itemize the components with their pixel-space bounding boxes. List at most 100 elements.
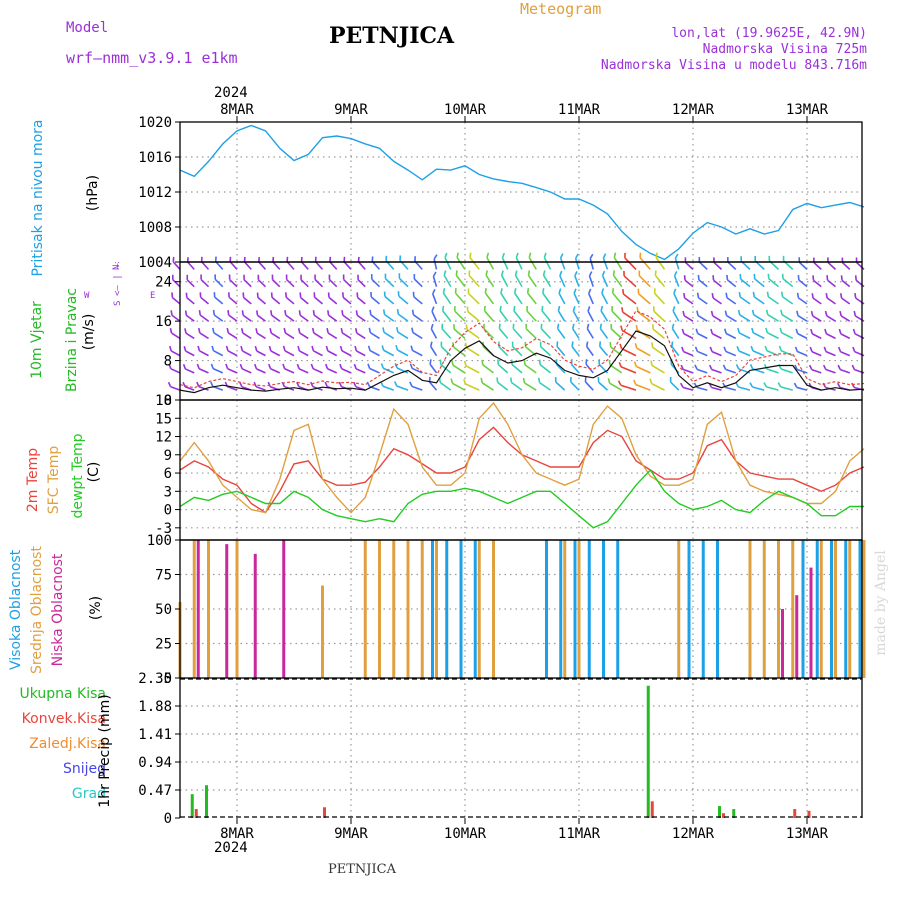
wind-barb xyxy=(527,274,537,288)
wind-barb-flag xyxy=(810,328,814,335)
wind-barb xyxy=(712,297,722,305)
wind-barb-flag xyxy=(695,328,699,334)
wind-barb-flag xyxy=(794,346,799,352)
y-tick-label: 12 xyxy=(155,430,172,446)
wind-barb xyxy=(725,350,737,357)
wind-barb-flag xyxy=(354,328,358,334)
wind-barb-flag xyxy=(750,345,754,352)
wind-barb-flag xyxy=(297,328,301,334)
wind-barb-flag xyxy=(672,306,676,312)
cloud-bar-high xyxy=(602,540,605,678)
wind-barb-flag xyxy=(353,363,357,370)
year-top: 2024 xyxy=(214,85,248,101)
cloud-bar-mid xyxy=(819,540,823,678)
wind-barb-flag xyxy=(621,307,624,313)
wind-barb xyxy=(766,350,779,357)
wind-barb xyxy=(574,258,580,270)
wind-barb-flag xyxy=(765,309,769,315)
wind-barb xyxy=(671,328,680,339)
wind-barb-flag xyxy=(694,364,698,370)
wind-barb xyxy=(284,367,295,374)
wind-barb xyxy=(651,382,665,391)
wind-barb-flag xyxy=(607,378,611,384)
wind-barb xyxy=(465,365,480,374)
wind-barb-flag xyxy=(737,327,741,334)
wind-barb xyxy=(199,350,209,357)
wind-barb-flag xyxy=(182,363,187,370)
wind-barb-flag xyxy=(283,327,287,334)
wind-barb-flag xyxy=(444,252,448,258)
station-title: PETNJICA xyxy=(329,23,455,49)
y-tick-label: 24 xyxy=(155,275,172,291)
cloud-bar-high xyxy=(616,540,620,678)
wind-barb xyxy=(213,314,224,322)
temp-sfc-line xyxy=(179,401,865,514)
wind-barb xyxy=(674,258,680,270)
wind-barb-flag xyxy=(169,328,173,334)
wind-barb-flag xyxy=(311,327,315,334)
wind-barb xyxy=(432,276,438,287)
wind-barb xyxy=(683,315,694,322)
wind-barb-flag xyxy=(854,293,857,299)
wind-barb xyxy=(752,386,765,391)
wind-barb-flag xyxy=(339,345,343,352)
wind-barb xyxy=(726,297,737,305)
wind-barb-flag xyxy=(851,364,856,370)
wind-barb-flag xyxy=(556,323,560,329)
wind-barb xyxy=(327,368,338,374)
wind-barb xyxy=(313,350,323,357)
wind-barb xyxy=(639,257,651,270)
wind-barb xyxy=(454,310,466,322)
wind-barb xyxy=(856,261,865,270)
wind-barb-flag xyxy=(777,382,782,388)
cloud-bar-low xyxy=(282,540,286,678)
wind-barb xyxy=(440,346,452,357)
wind-barb xyxy=(572,328,580,339)
data-layer xyxy=(167,124,866,818)
wind-barb-flag xyxy=(602,253,607,259)
wind-barb xyxy=(198,385,209,391)
wind-barb xyxy=(854,333,865,340)
wind-barb-flag xyxy=(571,341,574,347)
wind-barb-flag xyxy=(737,309,741,316)
wind-barb-flag xyxy=(710,310,714,317)
y-tick-label: 0 xyxy=(164,393,172,409)
compass-n: N xyxy=(112,265,122,270)
wind-barb xyxy=(609,382,623,391)
cloud-bar-high xyxy=(473,540,477,678)
wind-barb-flag xyxy=(824,310,828,317)
wind-barb-flag xyxy=(811,293,814,299)
wind-barb-flag xyxy=(608,360,611,366)
wind-barb xyxy=(610,328,623,339)
wind-barb-flag xyxy=(711,292,714,299)
wind-barb xyxy=(796,368,808,374)
cloud-bar-high xyxy=(545,540,548,678)
wind-barb-flag xyxy=(635,324,639,331)
wind-barb-flag xyxy=(227,310,230,316)
wind-barb-flag xyxy=(839,293,843,299)
wind-barb xyxy=(201,261,210,270)
wind-barb xyxy=(328,279,338,288)
wind-barb xyxy=(753,296,765,305)
wind-barb-flag xyxy=(184,328,187,334)
wind-barb xyxy=(798,279,808,288)
wind-barb xyxy=(270,332,281,340)
wind-barb xyxy=(398,295,409,305)
wind-barb-flag xyxy=(751,327,755,334)
wind-barb xyxy=(369,349,380,357)
wind-barb-flag xyxy=(168,363,172,370)
wind-barb xyxy=(384,295,395,305)
wind-barb xyxy=(713,279,723,288)
y-tick-label: 16 xyxy=(155,314,172,330)
wind-barb xyxy=(383,331,395,340)
wind-barb xyxy=(299,350,309,357)
y-tick-label: 1012 xyxy=(138,185,172,201)
wind-barb xyxy=(781,314,794,322)
wind-barb xyxy=(673,275,680,287)
wind-barb-flag xyxy=(599,323,603,329)
cloud-bar-low xyxy=(795,595,799,678)
wind-barb xyxy=(766,332,779,340)
wind-barb xyxy=(498,328,509,339)
wind-barb-flag xyxy=(617,380,622,386)
wind-barb-flag xyxy=(396,309,400,315)
